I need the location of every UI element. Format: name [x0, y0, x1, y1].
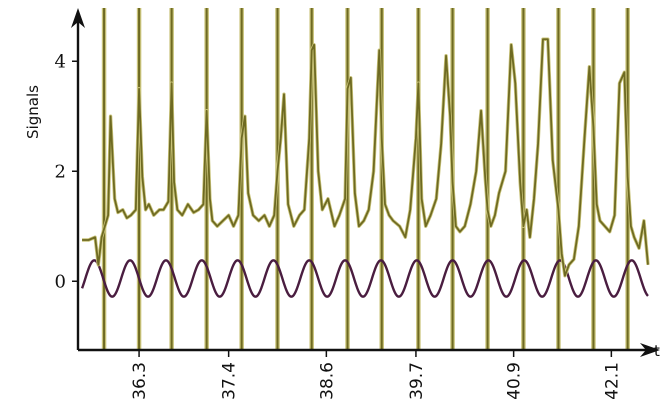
x-axis-arrow-icon [640, 343, 660, 357]
axes: t Signals [24, 8, 660, 360]
signal-series-line [82, 38, 649, 277]
x-tick-label: 40.9 [505, 362, 525, 400]
y-axis-arrow-icon [71, 8, 85, 28]
y-tick-label: 4 [55, 51, 66, 72]
series-layer [80, 37, 650, 298]
y-tick-label: 0 [55, 271, 66, 292]
x-tick-label: 37.4 [220, 362, 240, 400]
y-axis-label: Signals [24, 85, 42, 139]
sine-series-line [80, 259, 649, 298]
signal-series-glow [82, 37, 650, 278]
x-tick-label: 39.7 [407, 362, 427, 400]
x-tick-label: 36.3 [130, 362, 150, 400]
x-ticks: 36.3 37.4 38.6 39.7 40.9 42.1 [130, 350, 622, 400]
y-tick-label: 2 [55, 161, 66, 182]
y-ticks: 0 2 4 [55, 51, 78, 292]
x-axis-label: t [654, 342, 660, 360]
x-tick-label: 38.6 [317, 362, 337, 400]
x-tick-label: 42.1 [602, 362, 622, 400]
